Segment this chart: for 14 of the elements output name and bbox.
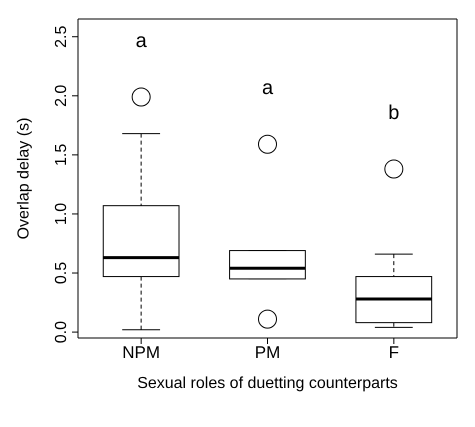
x-axis-title: Sexual roles of duetting counterparts [137,375,398,392]
x-tick-label: PM [254,343,280,362]
y-tick-label: 0.5 [53,262,70,284]
annotation: a [136,30,148,52]
annotation: b [388,102,400,124]
y-tick-label: 2.0 [53,84,70,107]
y-tick-label: 2.5 [53,26,70,48]
y-tick-label: 0.0 [53,320,70,344]
y-tick-label: 1.0 [53,202,70,226]
y-axis-title: Overlap delay (s) [16,118,33,240]
y-tick-label: 1.5 [53,144,70,166]
x-tick-label: NPM [122,343,160,362]
annotation: a [262,77,274,100]
x-tick-label: F [388,343,400,362]
